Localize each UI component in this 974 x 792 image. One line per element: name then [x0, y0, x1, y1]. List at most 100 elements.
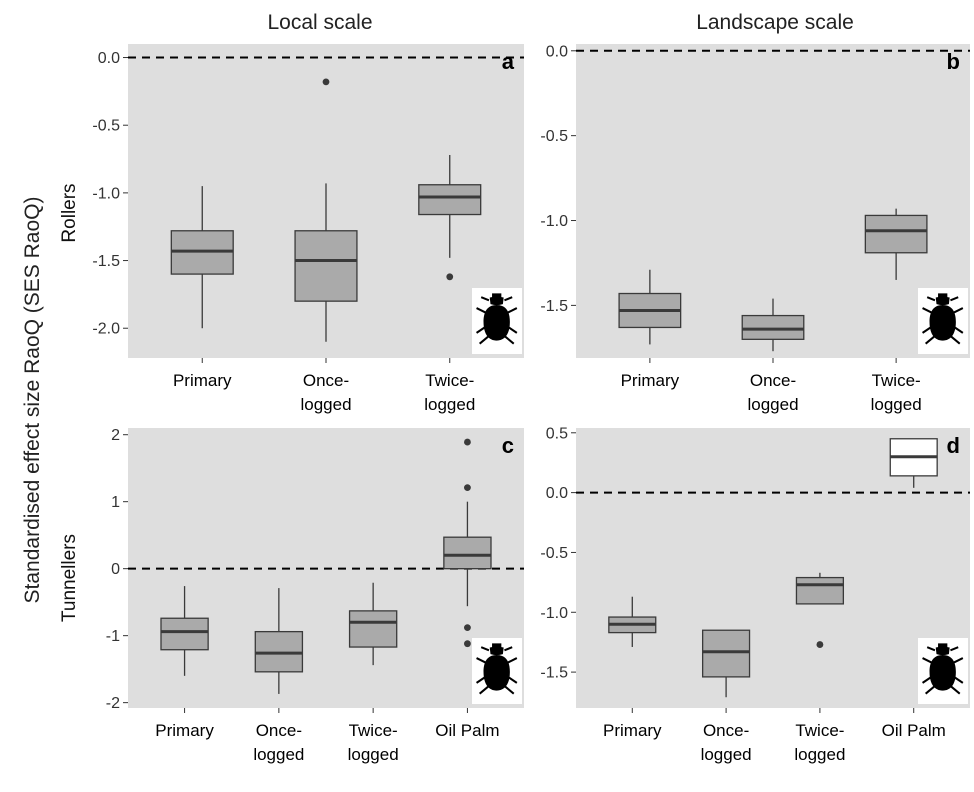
box-iqr — [741, 314, 805, 340]
beetle-shape — [921, 643, 964, 695]
beetle-icon — [472, 638, 522, 704]
beetle-leg — [953, 307, 964, 314]
beetle-leg — [480, 646, 490, 652]
outlier-point — [464, 640, 471, 648]
box-oil-palm — [443, 438, 492, 648]
x-tick-label: Primary — [173, 371, 232, 390]
box-iqr — [418, 184, 482, 216]
y-tick-label: -1.0 — [540, 213, 568, 230]
beetle-leg — [504, 296, 513, 302]
box-iqr — [443, 536, 492, 570]
outlier-point — [464, 484, 471, 492]
beetle-body — [929, 643, 956, 691]
x-tick-label: Primary — [621, 371, 680, 390]
outlier-point — [446, 273, 454, 281]
beetle-leg — [507, 657, 518, 664]
column-title-local: Local scale — [267, 11, 372, 34]
beetle-body — [929, 293, 956, 341]
beetle-shape — [921, 293, 964, 345]
x-tick-label: Oil Palm — [882, 721, 946, 740]
box-oil-palm — [889, 438, 938, 488]
y-tick-label: -1 — [106, 628, 120, 645]
box-primary — [170, 186, 234, 329]
panel-letter: b — [947, 49, 960, 74]
panel-letter: d — [947, 433, 960, 458]
beetle-leg — [950, 646, 959, 652]
row-label-tunnellers: Tunnellers — [59, 534, 80, 622]
beetle-leg — [926, 646, 936, 652]
beetle-icon — [918, 638, 968, 704]
beetle-leg — [925, 685, 936, 695]
beetle-leg — [949, 335, 961, 345]
beetle-shape — [475, 293, 518, 345]
x-tick-label: Once-logged — [253, 721, 304, 764]
box-once-logged — [701, 629, 751, 698]
outlier-point — [464, 438, 471, 446]
y-tick-label: -0.5 — [92, 118, 120, 135]
box-iqr — [348, 610, 398, 648]
x-tick-label: Once-logged — [747, 371, 798, 414]
beetle-shape — [475, 643, 518, 695]
box-once-logged — [294, 78, 358, 342]
y-tick-label: 0.0 — [546, 43, 568, 60]
outlier-point — [464, 624, 471, 632]
box-primary — [160, 586, 209, 676]
box-once-logged — [741, 298, 805, 352]
beetle-leg — [950, 296, 959, 302]
y-tick-label: 0.5 — [546, 425, 568, 442]
y-tick-label: -1.0 — [540, 605, 568, 622]
y-tick-label: -1.0 — [92, 185, 120, 202]
y-tick-label: -2.0 — [92, 321, 120, 338]
box-primary — [618, 269, 682, 345]
y-tick-label: 2 — [111, 427, 120, 444]
x-tick-label: Once-logged — [701, 721, 752, 764]
beetle-leg — [507, 307, 518, 314]
x-tick-label: Twice-logged — [871, 371, 922, 414]
beetle-leg — [480, 296, 490, 302]
beetle-body — [483, 293, 510, 341]
box-iqr — [795, 576, 845, 605]
y-tick-label: 0.0 — [546, 485, 568, 502]
box-iqr — [160, 617, 209, 651]
box-twice-logged — [795, 572, 845, 648]
y-tick-label: 1 — [111, 494, 120, 511]
y-tick-label: -0.5 — [540, 128, 568, 145]
box-iqr — [701, 629, 751, 678]
x-tick-label: Once-logged — [300, 371, 351, 414]
outlier-point — [322, 78, 330, 86]
beetle-leg — [922, 307, 933, 314]
beetle-leg — [926, 296, 936, 302]
panel-letter: c — [502, 433, 514, 458]
panel-letter: a — [502, 49, 515, 74]
y-tick-label: 0 — [111, 561, 120, 578]
beetle-leg — [479, 335, 490, 345]
panel-d: 0.5 0.0 -0.5 -1.0 -1.5 Primary Once-logged Twic… — [540, 425, 970, 764]
panel-b: 0.0 -0.5 -1.0 -1.5 Primary Once-logged Twice-l… — [540, 43, 970, 414]
beetle-leg — [476, 307, 487, 314]
beetle-leg — [503, 685, 515, 695]
beetle-leg — [925, 335, 936, 345]
panels: 0.0 -0.5 -1.0 -1.5 -2.0 Primary Once-logged Twi… — [92, 43, 970, 764]
beetle-leg — [503, 335, 515, 345]
outlier-point — [816, 641, 824, 648]
y-axis-label: Standardised effect size RaoQ (SES RaoQ) — [21, 197, 44, 604]
beetle-body — [483, 643, 510, 691]
beetle-icon — [472, 288, 522, 354]
x-tick-label: Twice-logged — [794, 721, 845, 764]
box-iqr — [864, 214, 928, 254]
y-tick-label: 0.0 — [98, 50, 120, 67]
x-tick-label: Twice-logged — [424, 371, 475, 414]
y-tick-label: -2 — [106, 695, 120, 712]
y-tick-label: -0.5 — [540, 545, 568, 562]
beetle-leg — [479, 685, 490, 695]
box-twice-logged — [348, 582, 398, 666]
x-tick-label: Primary — [603, 721, 662, 740]
beetle-leg — [953, 657, 964, 664]
x-tick-label: Twice-logged — [348, 721, 399, 764]
beetle-icon — [918, 288, 968, 354]
box-iqr — [294, 230, 358, 302]
box-primary — [608, 596, 657, 647]
beetle-leg — [949, 685, 961, 695]
beetle-leg — [476, 657, 487, 664]
